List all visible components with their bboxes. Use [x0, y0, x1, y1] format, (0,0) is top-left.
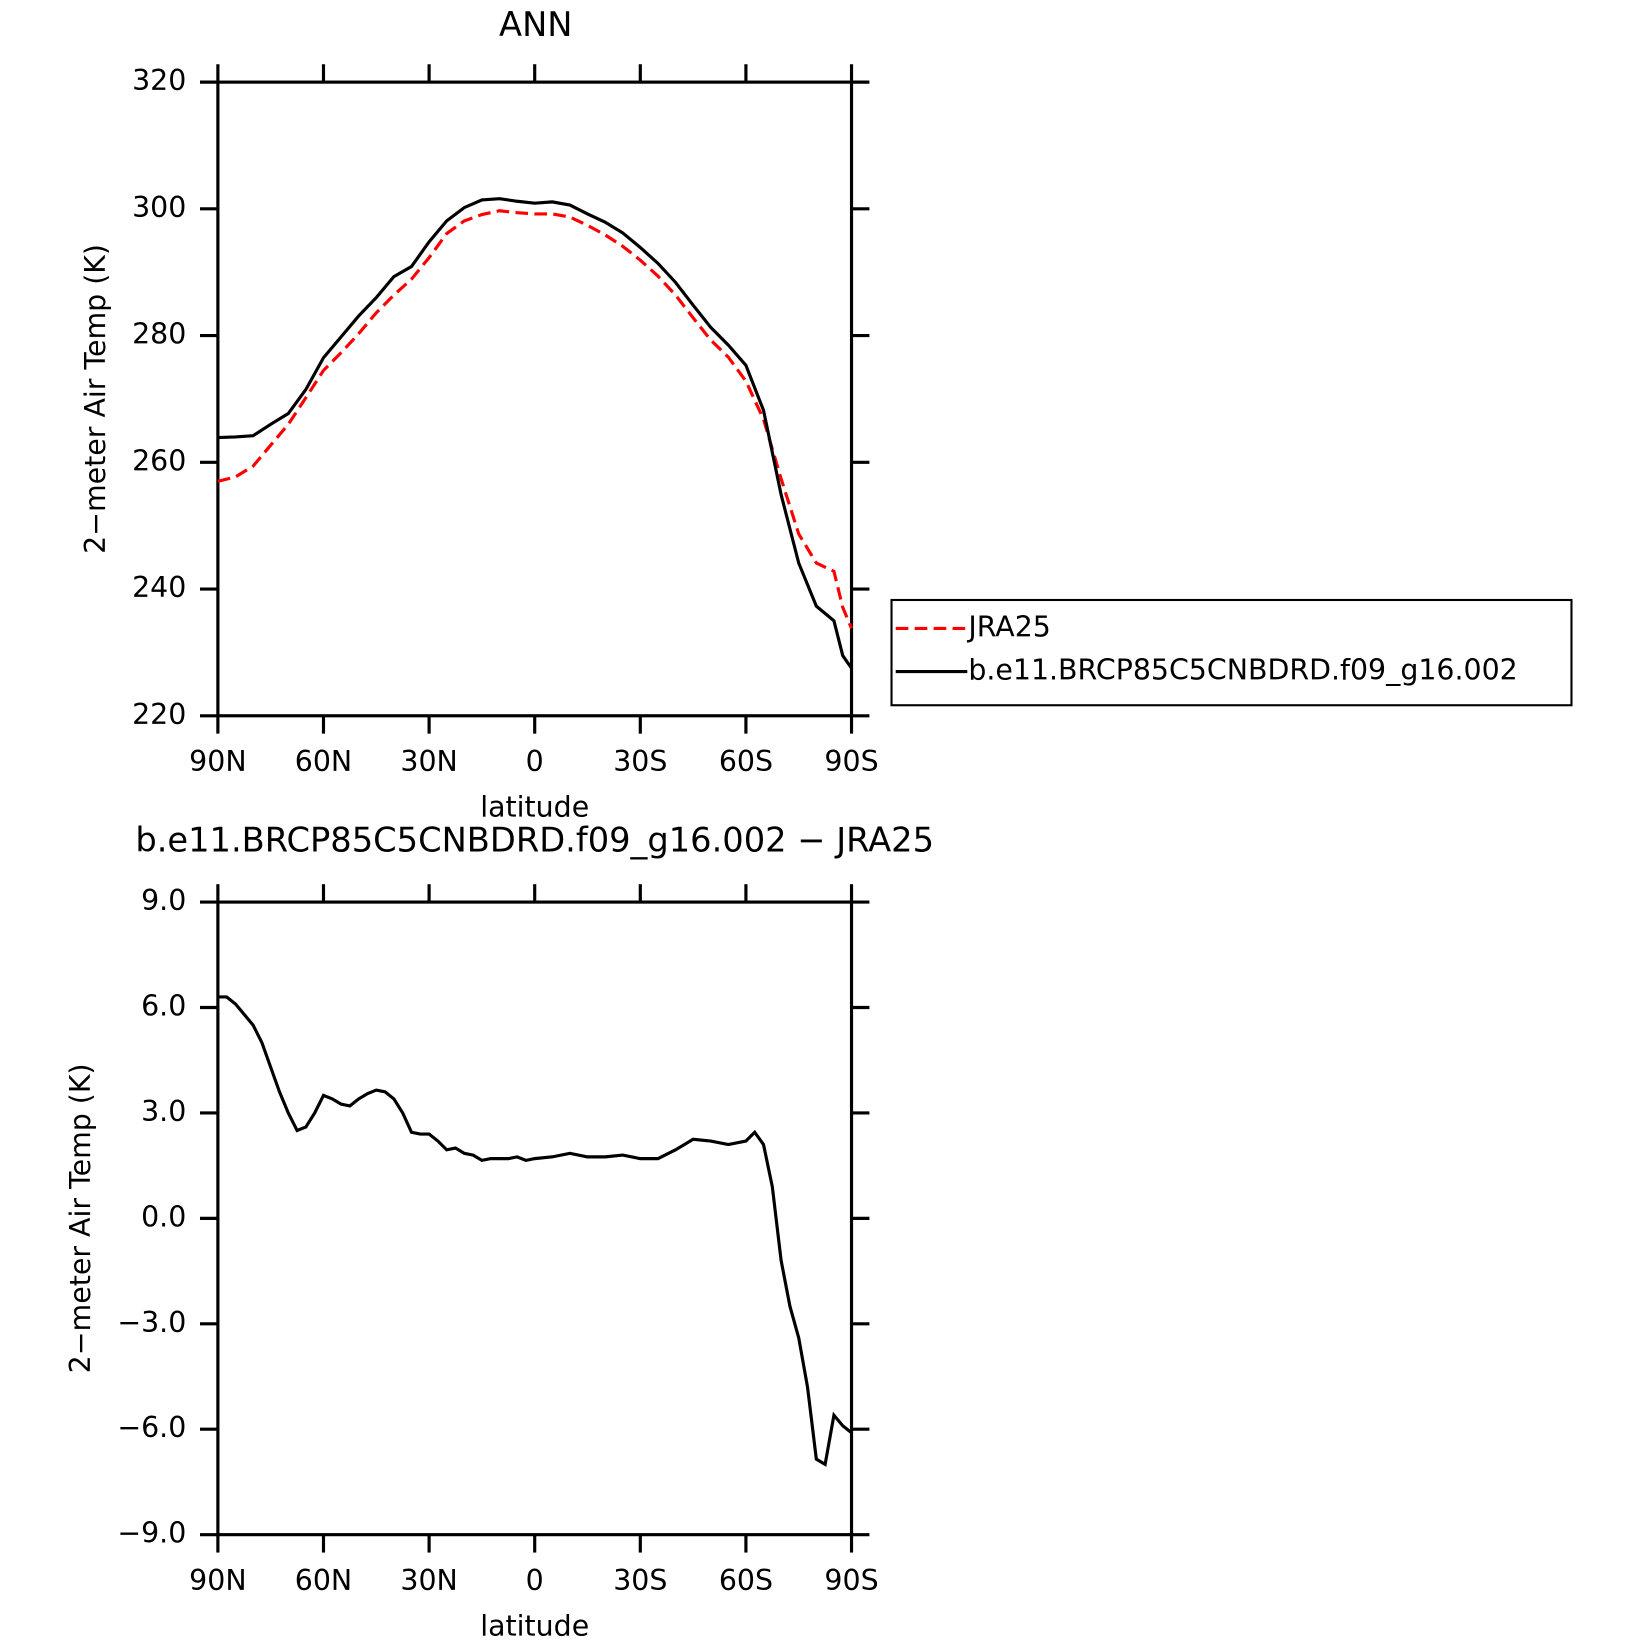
- plot-frame: [216, 900, 854, 1537]
- y-tick-label: −6.0: [117, 1411, 186, 1444]
- data-line: [217, 995, 853, 1467]
- legend-box: [890, 598, 1573, 707]
- y-tick-label: 3.0: [141, 1095, 186, 1128]
- legend-label: JRA25: [966, 610, 1051, 643]
- y-tick-label: 9.0: [141, 884, 186, 917]
- chart-title: ANN: [499, 5, 572, 44]
- chart-title: b.e11.BRCP85C5CNBDRD.f09_g16.002 − JRA25: [135, 821, 934, 860]
- data-line: [217, 197, 853, 670]
- x-axis-label: latitude: [480, 1609, 589, 1641]
- x-tick-label: 90S: [824, 745, 878, 778]
- y-tick-label: −9.0: [117, 1517, 186, 1550]
- y-tick-label: −3.0: [117, 1306, 186, 1339]
- x-tick-label: 30S: [613, 745, 667, 778]
- x-tick-label: 30N: [400, 745, 457, 778]
- x-tick-label: 90S: [824, 1564, 878, 1597]
- x-axis-label: latitude: [480, 790, 589, 823]
- x-tick-label: 60S: [719, 1564, 773, 1597]
- x-tick-label: 30N: [400, 1564, 457, 1597]
- y-axis-label: 2−meter Air Temp (K): [64, 1063, 97, 1373]
- x-tick-label: 60S: [719, 745, 773, 778]
- y-tick-label: 300: [132, 191, 186, 224]
- x-tick-label: 30S: [613, 1564, 667, 1597]
- y-tick-label: 6.0: [141, 990, 186, 1023]
- y-tick-label: 280: [132, 318, 186, 351]
- y-tick-label: 220: [132, 698, 186, 731]
- x-tick-label: 90N: [189, 1564, 246, 1597]
- legend-label: b.e11.BRCP85C5CNBDRD.f09_g16.002: [968, 654, 1517, 687]
- y-axis-label: 2−meter Air Temp (K): [79, 244, 112, 554]
- x-tick-label: 60N: [295, 745, 352, 778]
- x-tick-label: 90N: [189, 745, 246, 778]
- y-tick-label: 260: [132, 444, 186, 477]
- y-tick-label: 320: [132, 64, 186, 97]
- y-tick-label: 0.0: [141, 1200, 186, 1233]
- x-tick-label: 0: [526, 1564, 544, 1597]
- x-tick-label: 60N: [295, 1564, 352, 1597]
- y-tick-label: 240: [132, 571, 186, 604]
- x-tick-label: 0: [526, 745, 544, 778]
- data-line: [217, 209, 853, 629]
- plot-frame: [216, 80, 854, 718]
